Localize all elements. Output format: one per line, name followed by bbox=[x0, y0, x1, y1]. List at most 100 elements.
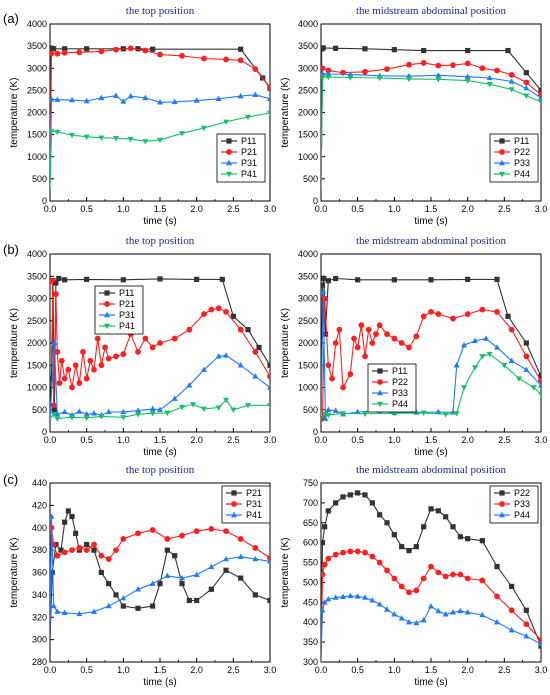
data-point bbox=[347, 492, 353, 498]
legend-entry: P22 bbox=[514, 147, 530, 157]
data-point bbox=[76, 49, 83, 56]
legend-swatch-marker bbox=[499, 149, 505, 155]
data-point bbox=[325, 412, 332, 419]
data-point bbox=[149, 527, 156, 533]
data-point bbox=[53, 280, 59, 286]
data-point bbox=[105, 556, 112, 562]
data-point bbox=[435, 569, 442, 576]
data-point bbox=[194, 597, 200, 604]
data-point bbox=[472, 365, 478, 371]
x-tick-label: 1.0 bbox=[117, 435, 130, 445]
data-point bbox=[69, 132, 75, 139]
data-point bbox=[84, 541, 90, 548]
x-tick-label: 1.0 bbox=[388, 204, 401, 214]
data-point bbox=[450, 524, 456, 530]
y-tick-label: 2500 bbox=[27, 85, 47, 95]
data-point bbox=[127, 136, 134, 143]
data-point bbox=[321, 571, 326, 578]
data-point bbox=[384, 606, 390, 612]
data-point bbox=[465, 536, 471, 542]
series-P44 bbox=[321, 74, 541, 188]
y-tick-label: 1500 bbox=[27, 360, 47, 370]
data-point bbox=[65, 366, 72, 373]
data-point bbox=[127, 45, 134, 52]
chart-b-right: the midstream abdominal position 0.0 0.5 1.… bbox=[280, 235, 547, 458]
data-point bbox=[98, 94, 105, 101]
data-point bbox=[50, 402, 57, 409]
data-point bbox=[340, 549, 346, 556]
x-tick-label: 0.0 bbox=[44, 204, 57, 214]
data-point bbox=[106, 581, 112, 587]
x-tick-label: 1.5 bbox=[154, 665, 167, 675]
series-P22 bbox=[321, 490, 541, 655]
data-point bbox=[465, 47, 471, 54]
data-point bbox=[113, 92, 119, 98]
data-point bbox=[164, 572, 171, 579]
data-point bbox=[332, 340, 339, 346]
data-point bbox=[83, 375, 90, 382]
data-point bbox=[479, 538, 485, 544]
data-point bbox=[420, 575, 427, 582]
y-tick-label: 2000 bbox=[298, 108, 318, 118]
y-tick-label: 350 bbox=[303, 637, 318, 647]
data-point bbox=[406, 61, 412, 68]
data-point bbox=[252, 544, 259, 551]
y-tick-label: 1000 bbox=[298, 383, 318, 393]
data-point bbox=[157, 581, 163, 587]
data-point bbox=[391, 47, 397, 53]
legend-entry: P33 bbox=[392, 388, 408, 398]
data-point bbox=[252, 555, 259, 562]
x-tick-label: 1.0 bbox=[117, 204, 130, 214]
y-tick-label: 500 bbox=[303, 577, 318, 587]
data-point bbox=[91, 410, 97, 416]
data-point bbox=[347, 71, 354, 77]
data-point bbox=[369, 553, 376, 560]
data-point bbox=[194, 276, 200, 282]
series-line-P22 bbox=[321, 62, 541, 188]
x-tick-label: 2.5 bbox=[498, 204, 511, 214]
data-point bbox=[333, 500, 339, 506]
data-point bbox=[538, 382, 541, 388]
y-tick-label: 400 bbox=[303, 617, 318, 627]
data-point bbox=[347, 548, 354, 555]
series-P31 bbox=[50, 339, 270, 419]
legend-swatch-marker bbox=[104, 311, 110, 318]
data-point bbox=[450, 609, 456, 615]
data-point bbox=[201, 311, 207, 317]
y-axis-label: temperature (K) bbox=[9, 77, 20, 147]
data-point bbox=[362, 594, 368, 600]
data-point bbox=[384, 66, 390, 73]
data-point bbox=[321, 275, 327, 282]
x-tick-label: 0.5 bbox=[80, 435, 93, 445]
data-point bbox=[391, 411, 398, 417]
x-tick-label: 2.0 bbox=[190, 665, 203, 675]
data-point bbox=[325, 595, 332, 602]
data-point bbox=[120, 98, 127, 104]
data-point bbox=[238, 575, 244, 581]
legend-entry: P44 bbox=[392, 399, 408, 409]
data-point bbox=[98, 569, 104, 576]
data-point bbox=[76, 610, 83, 617]
y-tick-label: 1000 bbox=[27, 383, 47, 393]
series-line-P21 bbox=[50, 47, 270, 175]
data-point bbox=[406, 548, 412, 554]
x-tick-label: 1.5 bbox=[425, 435, 438, 445]
data-point bbox=[237, 553, 244, 560]
series-P31 bbox=[50, 524, 270, 629]
series-P11 bbox=[321, 45, 541, 188]
data-point bbox=[186, 326, 193, 333]
data-point bbox=[494, 563, 500, 570]
data-point bbox=[321, 70, 326, 76]
legend-entry: P31 bbox=[246, 499, 262, 509]
y-axis-label: temperature (K) bbox=[280, 537, 291, 607]
chart-title: the midstream abdominal position bbox=[356, 464, 507, 476]
data-point bbox=[538, 94, 541, 101]
data-point bbox=[58, 357, 65, 364]
data-point bbox=[61, 375, 68, 382]
data-point bbox=[538, 87, 541, 93]
data-point bbox=[365, 326, 372, 333]
data-point bbox=[171, 395, 178, 401]
y-axis-label: temperature (K) bbox=[9, 537, 20, 607]
